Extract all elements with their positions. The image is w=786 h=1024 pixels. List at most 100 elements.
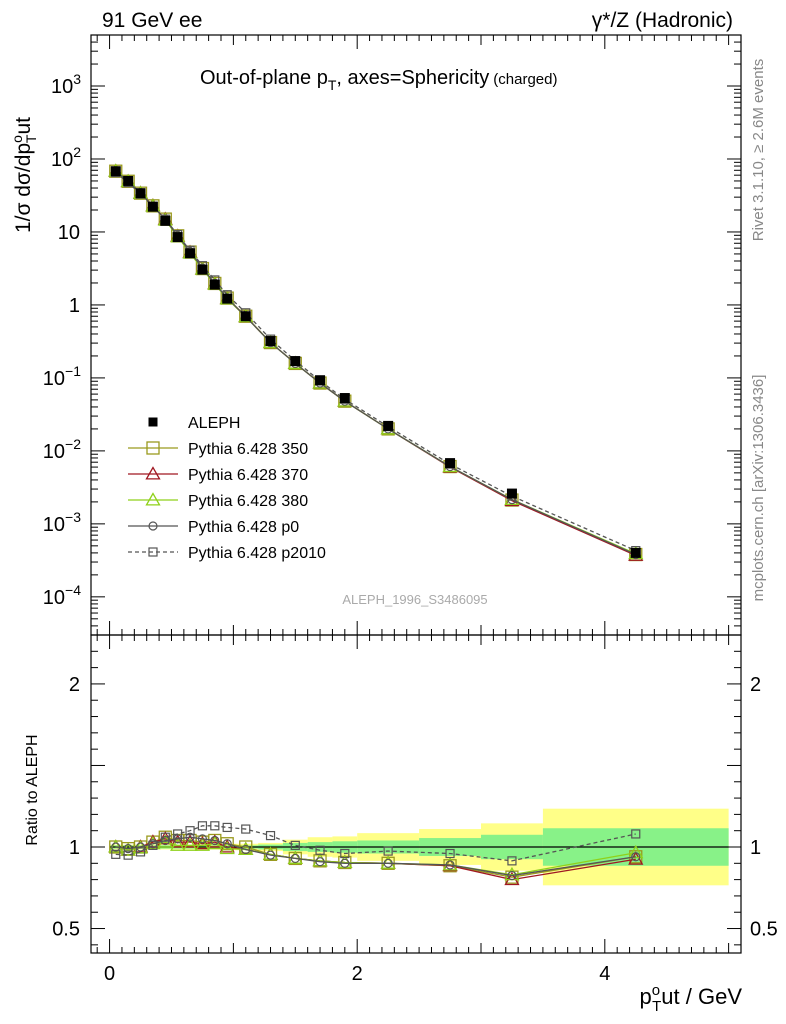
legend-label: Pythia 6.428 380	[188, 493, 308, 510]
ratio-data-point	[222, 839, 232, 849]
ratio-data-point	[290, 840, 300, 850]
ratio-data-point	[185, 826, 195, 836]
ylabel-end: ut	[12, 117, 35, 135]
ratio-data-point	[380, 855, 396, 869]
ratio-data-point	[173, 829, 183, 839]
ratio-xtick-label: 2	[352, 963, 363, 985]
ratio-data-point	[219, 840, 235, 855]
title-main: Out-of-plane p	[200, 67, 328, 89]
main-data-point	[265, 336, 276, 347]
ratio-data-point	[194, 835, 211, 850]
ratio-data-point	[111, 849, 121, 859]
ratio-data-point	[340, 858, 350, 868]
ratio-data-point	[210, 835, 220, 846]
ylabel-sub: T	[23, 134, 39, 143]
legend-marker	[148, 417, 158, 427]
legend-marker	[145, 492, 161, 506]
main-data-point	[135, 188, 146, 199]
main-data-point	[222, 293, 233, 304]
main-data-point	[506, 488, 517, 499]
ratio-data-point	[135, 842, 146, 852]
ratio-data-point	[507, 870, 517, 881]
ratio-series-line	[115, 836, 636, 877]
ratio-data-point	[241, 824, 251, 834]
ratio-data-point	[290, 853, 300, 864]
ratio-data-point	[383, 846, 393, 856]
plot-title: Out-of-plane pT, axes=Sphericity (charged…	[200, 67, 557, 93]
ratio-data-point	[111, 842, 121, 852]
ratio-data-point	[631, 829, 641, 839]
ylabel-sup: o	[9, 135, 25, 143]
main-data-point	[160, 215, 171, 226]
ratio-data-point	[160, 832, 170, 842]
main-ytick-label: 102	[51, 144, 81, 171]
header-right: γ*/Z (Hadronic)	[592, 9, 733, 32]
main-plot-area	[108, 163, 644, 562]
main-data-point	[172, 232, 183, 243]
main-ytick-label: 10−1	[43, 363, 81, 390]
ratio-ytick-label-right: 2	[750, 674, 761, 696]
ratio-data-point	[504, 871, 520, 886]
main-data-point	[185, 248, 196, 259]
xlabel-sub: T	[652, 998, 661, 1015]
legend-marker	[145, 466, 161, 480]
ratio-data-point	[148, 840, 158, 850]
ratio-data-point	[197, 834, 208, 844]
ratio-ytick-label-left: 2	[69, 674, 80, 696]
legend-label: Pythia 6.428 p2010	[188, 545, 326, 562]
main-data-point	[123, 175, 134, 186]
ratio-ytick-label-left: 1	[69, 837, 80, 859]
ratio-data-point	[194, 837, 211, 851]
main-ytick-label: 10−3	[43, 509, 81, 536]
ratio-data-point	[135, 847, 146, 857]
main-ytick-label: 10	[58, 222, 80, 244]
ratio-data-point	[220, 837, 234, 851]
legend-label: Pythia 6.428 p0	[188, 519, 299, 536]
ratio-ytick-label-left: 0.5	[52, 919, 80, 941]
ratio-xtick-label: 0	[104, 963, 115, 985]
main-data-point	[383, 420, 394, 431]
main-data-point	[197, 264, 208, 275]
ratio-data-point	[182, 834, 198, 848]
ratio-data-point	[315, 845, 325, 855]
ratio-data-point	[265, 850, 276, 860]
main-data-point	[290, 356, 301, 367]
main-data-point	[445, 458, 456, 469]
ratio-ylabel: Ratio to ALEPH	[24, 734, 41, 845]
ratio-xlabel: po Tut / GeV	[640, 982, 743, 1015]
ratio-data-point	[197, 821, 208, 831]
main-data-point	[110, 166, 121, 177]
ratio-data-point	[445, 860, 455, 870]
main-data-point	[630, 547, 641, 558]
main-data-point	[240, 311, 251, 322]
watermark: ALEPH_1996_S3486095	[342, 592, 487, 607]
ratio-series-line	[115, 825, 636, 862]
rivet-label: Rivet 3.1.10, ≥ 2.6M events	[750, 59, 767, 242]
xlabel-end: ut / GeV	[661, 984, 742, 1009]
ylabel-main: 1/σ dσ/dp	[12, 143, 35, 233]
legend-label: Pythia 6.428 370	[188, 467, 308, 484]
ratio-data-point	[631, 852, 641, 862]
title-sub: T	[328, 77, 337, 93]
ratio-data-point	[507, 856, 517, 866]
ratio-plot-area	[108, 808, 729, 886]
legend-marker	[148, 521, 158, 531]
main-panel: 10−4 10−3 10−2 10−1 1 10 102 103 Out-of-plane p…	[9, 34, 742, 636]
main-data-point	[315, 375, 326, 386]
legend: ALEPH Pythia 6.428 350 Pythia 6.428 370 Pyt…	[128, 415, 326, 562]
main-data-point	[339, 393, 350, 404]
ratio-data-point	[123, 844, 133, 854]
header-left: 91 GeV ee	[102, 9, 202, 32]
main-ytick-label: 1	[69, 295, 80, 317]
ratio-data-point	[340, 848, 350, 859]
ratio-data-point	[185, 832, 195, 842]
title-small: (charged)	[493, 71, 557, 88]
ratio-data-point	[210, 821, 220, 831]
main-ytick-label: 103	[51, 71, 81, 98]
ratio-ytick-label-right: 0.5	[750, 919, 778, 941]
ratio-data-point	[442, 857, 458, 871]
title-rest: , axes=Sphericity	[336, 67, 489, 89]
legend-marker	[148, 547, 158, 557]
ratio-data-point	[628, 844, 644, 859]
